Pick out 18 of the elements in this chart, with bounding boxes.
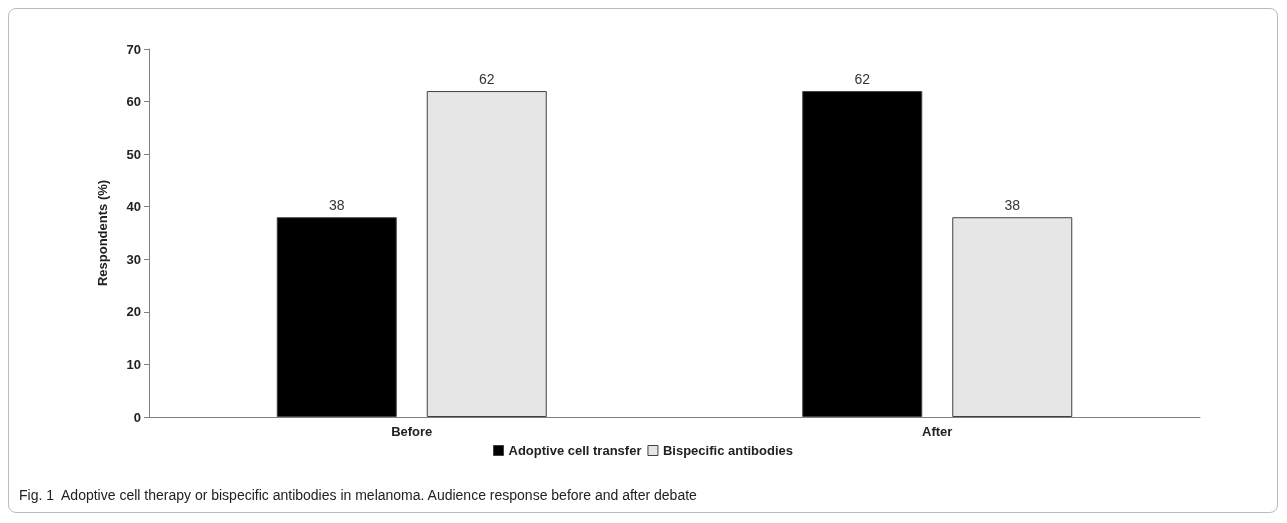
y-tick-label: 10 — [126, 356, 141, 372]
data-label: 38 — [1004, 197, 1021, 214]
y-tick-label: 40 — [126, 199, 141, 215]
y-tick-label: 70 — [126, 41, 141, 57]
x-tick-label: Before — [391, 424, 433, 439]
legend-label: Bispecific antibodies — [662, 443, 793, 458]
data-label: 62 — [854, 71, 871, 88]
caption: Fig. 1 Adoptive cell therapy or bispecific antibodies in melanoma. Audience response before and after debate — [19, 487, 698, 503]
y-tick-label: 30 — [126, 251, 141, 267]
data-label: 62 — [478, 71, 495, 88]
y-axis-title: Respondents (%) — [95, 179, 110, 287]
y-tick-label: 0 — [133, 409, 141, 425]
y-tick-label: 20 — [126, 304, 141, 320]
y-tick-label: 60 — [126, 94, 141, 110]
data-label: 38 — [328, 197, 345, 214]
legend-label: Adoptive cell transfer — [508, 443, 642, 458]
y-tick-label: 50 — [126, 146, 141, 162]
x-tick-label: After — [922, 424, 953, 439]
